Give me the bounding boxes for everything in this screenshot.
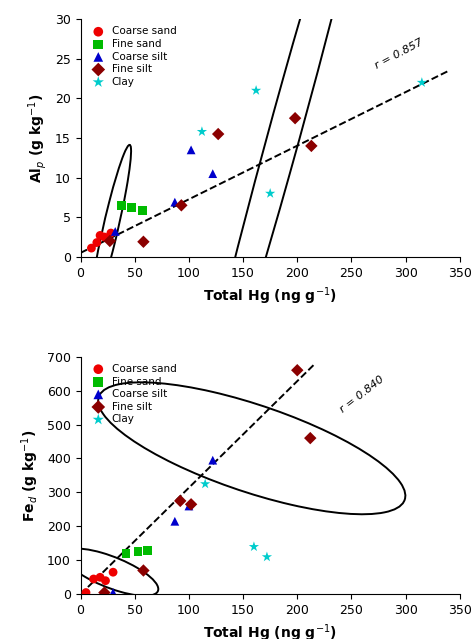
Clay bbox=[201, 479, 209, 489]
Coarse sand bbox=[109, 567, 117, 577]
Clay bbox=[418, 77, 426, 88]
Coarse sand bbox=[96, 230, 104, 240]
Coarse silt bbox=[109, 587, 117, 597]
Fine silt bbox=[106, 236, 114, 246]
Coarse sand bbox=[88, 243, 95, 253]
Coarse silt bbox=[171, 197, 179, 207]
Clay bbox=[250, 542, 258, 552]
Fine silt bbox=[176, 496, 184, 506]
Fine sand bbox=[122, 548, 130, 558]
Fine sand bbox=[134, 547, 142, 557]
Clay bbox=[263, 552, 271, 562]
Fine silt bbox=[307, 433, 314, 443]
Fine silt bbox=[140, 236, 147, 247]
Coarse silt bbox=[111, 226, 119, 236]
Fine silt bbox=[214, 129, 222, 139]
Text: r = 0.840: r = 0.840 bbox=[338, 374, 386, 414]
Fine sand bbox=[128, 203, 135, 213]
Coarse sand bbox=[90, 574, 97, 584]
Fine silt bbox=[293, 365, 301, 375]
Fine silt bbox=[292, 113, 299, 123]
Fine sand bbox=[138, 206, 146, 216]
Fine silt bbox=[100, 587, 108, 597]
Fine silt bbox=[178, 200, 185, 210]
Fine silt bbox=[187, 499, 195, 509]
Legend: Coarse sand, Fine sand, Coarse silt, Fine silt, Clay: Coarse sand, Fine sand, Coarse silt, Fin… bbox=[86, 362, 179, 426]
Clay bbox=[266, 189, 274, 199]
Coarse sand bbox=[100, 232, 108, 242]
Text: r = 0.857: r = 0.857 bbox=[374, 36, 425, 70]
Coarse silt bbox=[187, 145, 195, 155]
Coarse silt bbox=[209, 455, 217, 465]
Fine silt bbox=[140, 566, 147, 576]
Coarse sand bbox=[82, 587, 90, 597]
Coarse sand bbox=[107, 228, 115, 238]
X-axis label: Total Hg (ng g$^{-1}$): Total Hg (ng g$^{-1}$) bbox=[203, 285, 337, 307]
Y-axis label: Fe$_d$ (g kg$^{-1}$): Fe$_d$ (g kg$^{-1}$) bbox=[20, 429, 41, 522]
Fine sand bbox=[118, 200, 126, 210]
Coarse sand bbox=[93, 238, 100, 248]
Legend: Coarse sand, Fine sand, Coarse silt, Fine silt, Clay: Coarse sand, Fine sand, Coarse silt, Fin… bbox=[86, 24, 179, 89]
Coarse silt bbox=[185, 501, 193, 511]
Coarse silt bbox=[209, 169, 217, 179]
Clay bbox=[252, 86, 260, 96]
Y-axis label: Al$_p$ (g kg$^{-1}$): Al$_p$ (g kg$^{-1}$) bbox=[27, 93, 49, 183]
Coarse sand bbox=[96, 572, 104, 582]
X-axis label: Total Hg (ng g$^{-1}$): Total Hg (ng g$^{-1}$) bbox=[203, 622, 337, 639]
Coarse sand bbox=[102, 576, 109, 586]
Fine silt bbox=[308, 141, 315, 151]
Coarse silt bbox=[171, 516, 179, 527]
Fine sand bbox=[144, 545, 152, 555]
Clay bbox=[198, 127, 206, 137]
